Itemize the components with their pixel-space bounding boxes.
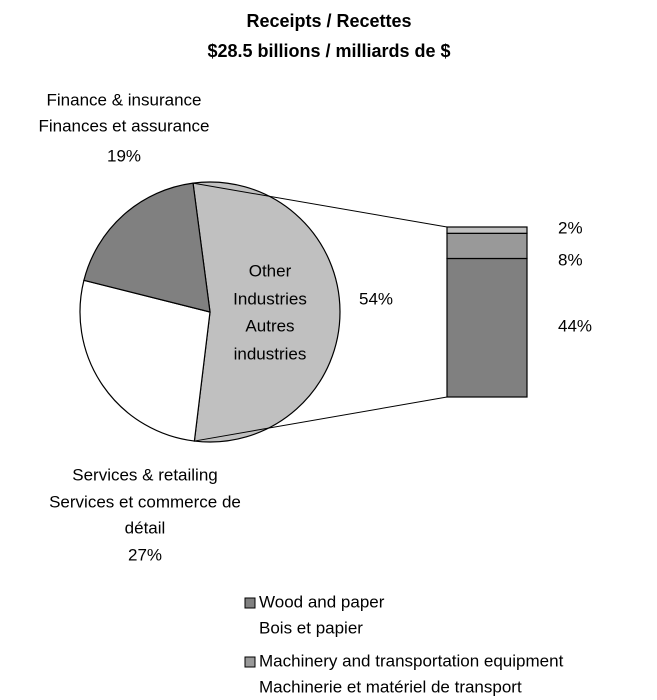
bar-value-label: 2% xyxy=(558,218,583,237)
pie-slice xyxy=(192,181,341,443)
legend-label: Wood and paper xyxy=(259,592,385,611)
legend-label: Bois et papier xyxy=(259,618,363,637)
chart-title: $28.5 billions / milliards de $ xyxy=(207,41,450,61)
bar-value-label: 44% xyxy=(558,316,592,335)
slice-label: détail xyxy=(125,518,166,537)
slice-label: Autres xyxy=(245,316,294,335)
slice-label: Industries xyxy=(233,289,307,308)
legend-swatch xyxy=(244,656,256,668)
bar-segment xyxy=(446,257,528,398)
slice-label: Services & retailing xyxy=(72,465,218,484)
slice-value-label: 54% xyxy=(359,289,393,308)
pie-slice xyxy=(79,279,211,442)
bar-value-label: 8% xyxy=(558,250,583,269)
legend-swatch xyxy=(244,597,256,609)
legend-label: Machinery and transportation equipment xyxy=(259,651,564,670)
slice-value-label: 19% xyxy=(107,146,141,165)
bar-segment xyxy=(446,232,528,260)
slice-label: Other xyxy=(249,261,292,280)
slice-label: Finances et assurance xyxy=(38,116,209,135)
pie-slice xyxy=(83,182,211,313)
slice-label: Services et commerce de xyxy=(49,492,241,511)
legend-label: Machinerie et matériel de transport xyxy=(259,677,522,696)
slice-label: Finance & insurance xyxy=(47,90,202,109)
bar-segment xyxy=(446,226,528,234)
chart-title: Receipts / Recettes xyxy=(246,11,411,31)
connector xyxy=(194,396,448,442)
connector xyxy=(192,182,448,228)
slice-label: industries xyxy=(234,344,307,363)
slice-value-label: 27% xyxy=(128,545,162,564)
